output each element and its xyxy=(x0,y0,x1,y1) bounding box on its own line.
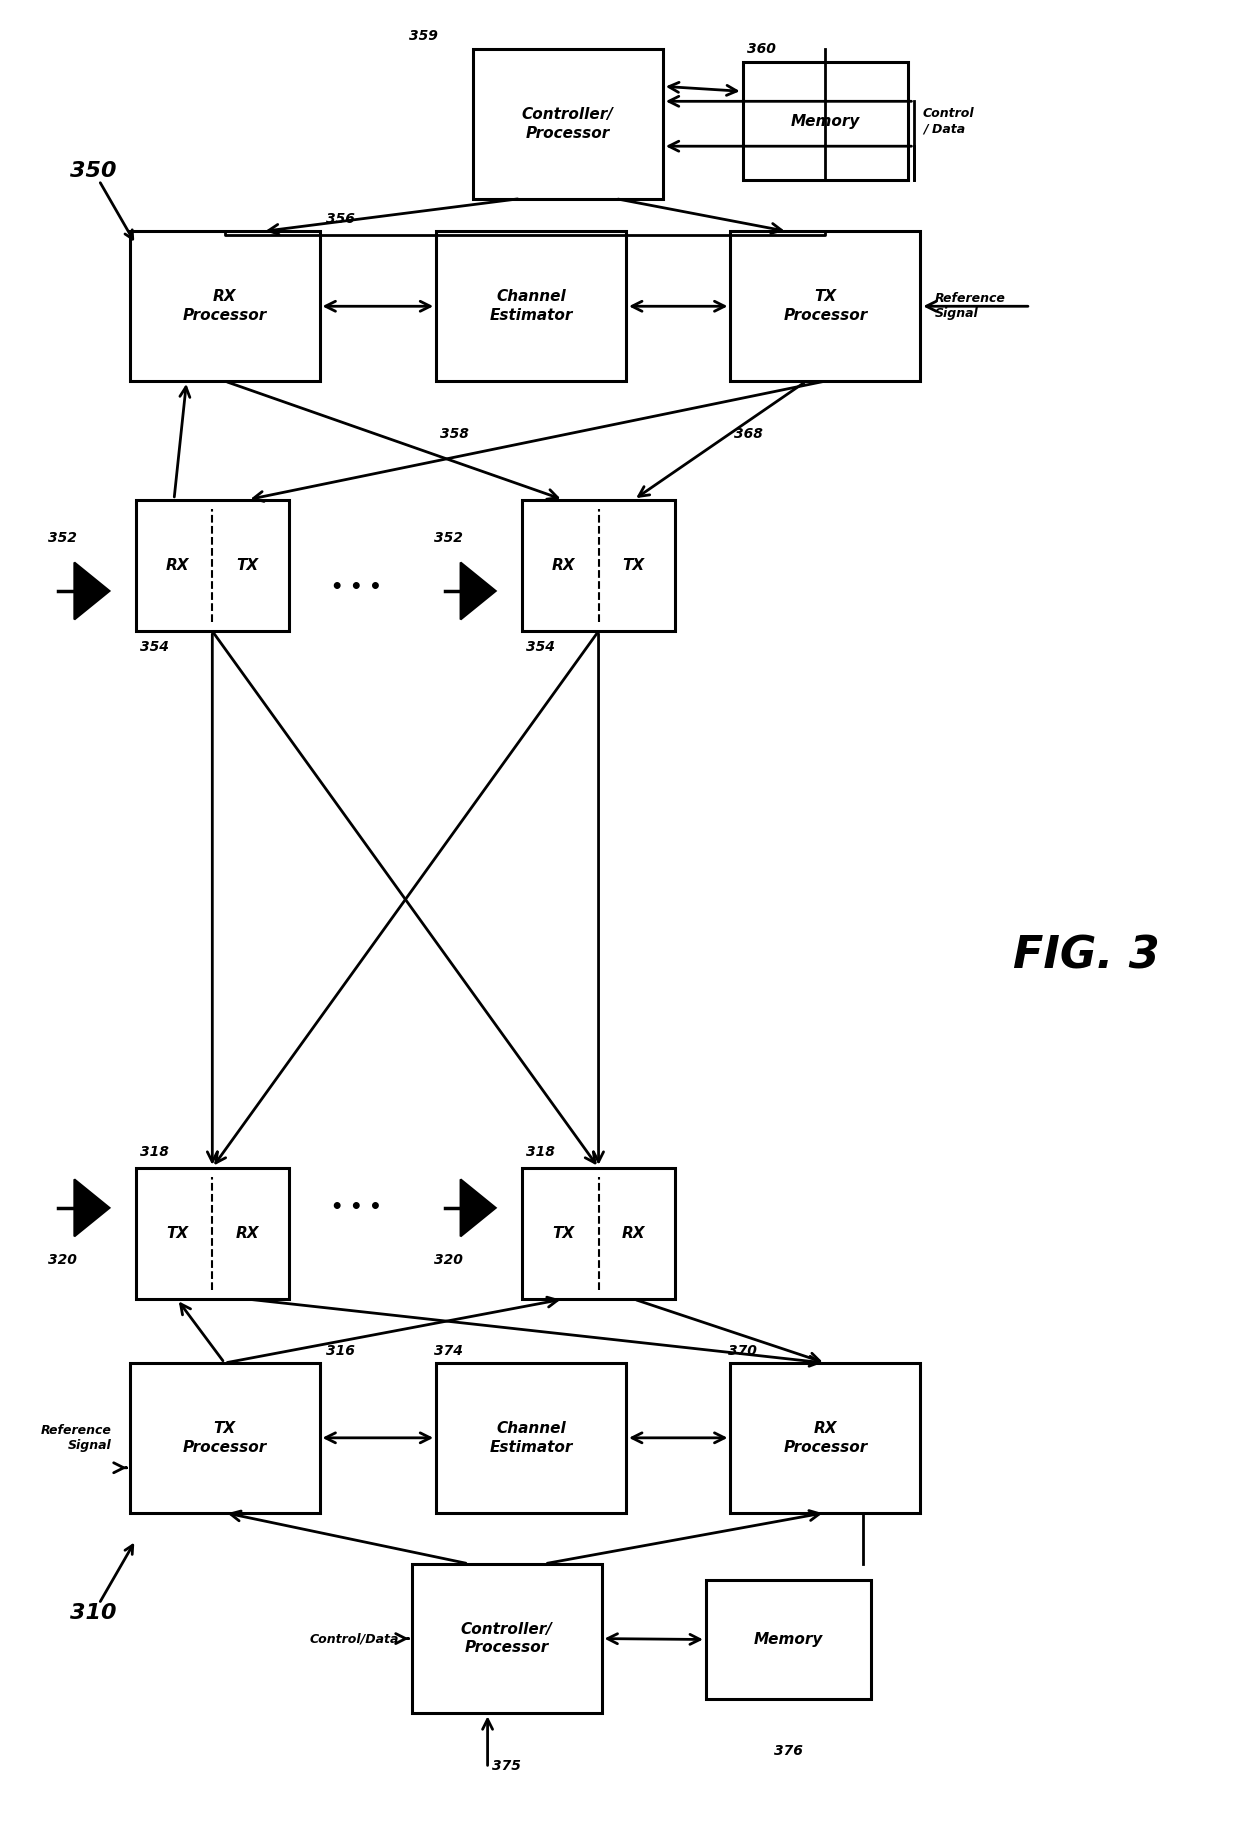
Text: Controller/
Processor: Controller/ Processor xyxy=(522,107,614,140)
Text: Memory: Memory xyxy=(791,114,861,129)
Text: TX
Processor: TX Processor xyxy=(182,1422,267,1455)
Text: Channel
Estimator: Channel Estimator xyxy=(490,1422,573,1455)
Text: RX: RX xyxy=(552,557,575,574)
FancyBboxPatch shape xyxy=(706,1580,872,1699)
FancyBboxPatch shape xyxy=(743,63,908,180)
Text: 320: 320 xyxy=(434,1254,463,1267)
Text: Reference
Signal: Reference Signal xyxy=(40,1423,112,1451)
Text: • • •: • • • xyxy=(331,1199,382,1217)
Text: 354: 354 xyxy=(140,640,169,655)
Text: Control
/ Data: Control / Data xyxy=(923,107,975,134)
FancyBboxPatch shape xyxy=(412,1563,601,1714)
Text: 358: 358 xyxy=(440,427,469,441)
FancyBboxPatch shape xyxy=(135,1168,289,1298)
Text: TX: TX xyxy=(237,557,259,574)
Text: 359: 359 xyxy=(409,29,438,44)
Text: 350: 350 xyxy=(69,162,117,182)
FancyBboxPatch shape xyxy=(472,50,663,199)
Text: Channel
Estimator: Channel Estimator xyxy=(490,289,573,324)
FancyBboxPatch shape xyxy=(730,1363,920,1513)
Polygon shape xyxy=(460,563,496,620)
Text: TX
Processor: TX Processor xyxy=(784,289,868,324)
Text: 356: 356 xyxy=(326,211,355,226)
FancyBboxPatch shape xyxy=(129,232,320,381)
FancyBboxPatch shape xyxy=(436,232,626,381)
Text: 318: 318 xyxy=(140,1144,169,1159)
FancyBboxPatch shape xyxy=(129,1363,320,1513)
Text: RX: RX xyxy=(236,1227,259,1241)
Text: TX: TX xyxy=(166,1227,188,1241)
Polygon shape xyxy=(74,563,109,620)
Text: Memory: Memory xyxy=(754,1631,823,1648)
FancyBboxPatch shape xyxy=(436,1363,626,1513)
Text: FIG. 3: FIG. 3 xyxy=(1013,934,1159,978)
Polygon shape xyxy=(74,1179,109,1236)
Text: Controller/
Processor: Controller/ Processor xyxy=(460,1622,553,1655)
Text: TX: TX xyxy=(552,1227,574,1241)
Text: 360: 360 xyxy=(746,42,775,57)
Text: TX: TX xyxy=(622,557,645,574)
Text: RX: RX xyxy=(622,1227,646,1241)
Text: • • •: • • • xyxy=(331,577,382,598)
Text: Control/Data: Control/Data xyxy=(310,1631,399,1646)
Text: 310: 310 xyxy=(69,1604,117,1624)
Text: 374: 374 xyxy=(434,1344,463,1357)
FancyBboxPatch shape xyxy=(522,1168,675,1298)
Text: 318: 318 xyxy=(526,1144,554,1159)
Text: 376: 376 xyxy=(774,1745,804,1758)
Text: 352: 352 xyxy=(47,531,77,546)
Text: Reference
Signal: Reference Signal xyxy=(935,292,1006,320)
Text: RX: RX xyxy=(165,557,188,574)
Text: 370: 370 xyxy=(728,1344,758,1357)
Text: RX
Processor: RX Processor xyxy=(784,1422,868,1455)
Text: 352: 352 xyxy=(434,531,463,546)
Text: RX
Processor: RX Processor xyxy=(182,289,267,324)
FancyBboxPatch shape xyxy=(522,500,675,631)
FancyBboxPatch shape xyxy=(730,232,920,381)
Text: 368: 368 xyxy=(734,427,763,441)
Polygon shape xyxy=(460,1179,496,1236)
Text: 316: 316 xyxy=(326,1344,355,1357)
Text: 375: 375 xyxy=(492,1760,521,1773)
Text: 320: 320 xyxy=(47,1254,77,1267)
Text: 354: 354 xyxy=(526,640,554,655)
FancyBboxPatch shape xyxy=(135,500,289,631)
